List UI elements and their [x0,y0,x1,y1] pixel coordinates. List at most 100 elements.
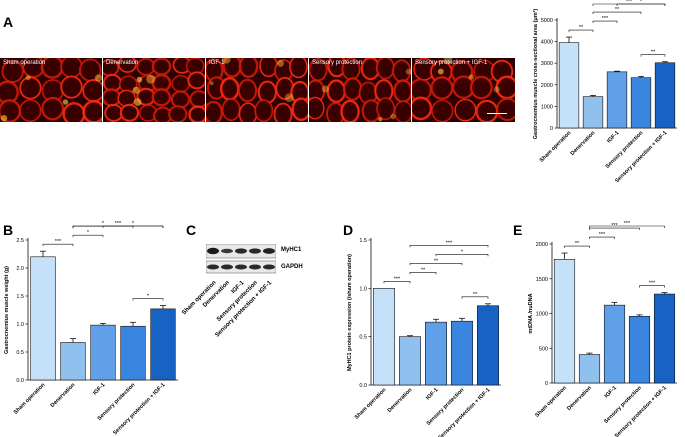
micrograph-denervation: Denervation [103,58,206,122]
muscle-fiber [495,75,515,100]
significance-bracket [589,236,615,240]
significance-label: *** [115,221,122,227]
muscle-fiber [62,102,86,122]
muscle-fiber [469,75,493,100]
fluorescence-spot [146,74,156,84]
y-tick-label: 0.0 [359,383,367,389]
muscle-fiber [340,99,360,122]
significance-bracket [409,263,463,266]
muscle-fiber [60,75,83,99]
western-blot-image [205,243,277,274]
x-category-label: Sensory protection + IGF-1 [614,385,668,437]
muscle-fiber [431,99,454,122]
panel-letter-c: C [186,222,197,238]
significance-bracket [383,281,411,284]
significance-label: *** [394,276,401,282]
panel-letter-a: A [3,14,14,30]
western-blot [205,243,277,276]
bar [578,354,601,384]
muscle-fiber [394,100,411,122]
significance-bracket [640,54,666,57]
bar [60,342,86,381]
panel-letter-d: D [343,222,354,238]
fluorescence-spot [25,75,31,81]
bar [654,62,676,129]
muscle-fiber [189,90,205,109]
y-tick-label: 1.0 [359,286,367,292]
significance-bracket [589,227,640,231]
fluorescence-spot [136,76,143,83]
significance-label: *** [55,239,62,245]
significance-label: * [87,230,90,236]
fluorescence-spot [62,99,69,105]
muscle-fiber [254,99,274,122]
bar [558,42,580,129]
significance-label: * [640,0,643,5]
muscle-fiber [206,100,224,122]
micrograph-igf1-image [206,58,308,122]
y-tick-label: 3000 [541,61,553,67]
bar [399,336,421,386]
muscle-fiber [326,79,347,104]
y-tick-label: 1.5 [359,238,367,244]
muscle-fiber [41,96,65,121]
muscle-fiber [104,103,124,122]
significance-label: * [147,294,150,300]
bar [425,321,447,386]
bar [90,324,116,381]
x-category-label: IGF-1 [606,130,620,144]
muscle-fiber [238,102,258,122]
muscle-fiber [375,58,395,80]
significance-label: *** [626,0,633,5]
fluorescence-spot [276,59,285,67]
bar [628,315,651,384]
fluorescence-spot [321,85,329,93]
muscle-fiber [291,97,308,122]
y-tick-label: 0.5 [16,350,24,356]
bar [582,96,604,129]
significance-bracket [589,225,665,228]
bar [451,320,473,386]
muscle-fiber [475,99,499,122]
muscle-fiber [19,76,42,100]
micrograph-row: Sham operation Denervation IGF-1 Sensory… [0,58,515,122]
muscle-fiber [238,58,259,79]
chart-d-myhc1-expression: 0.0 0.5 1.0 1.5 MyHC1 protein expression (/s… [347,238,501,437]
significance-bracket [72,225,164,228]
significance-label: ** [615,7,620,13]
muscle-fiber [82,79,102,103]
fluorescence-spot [468,74,474,80]
muscle-fiber [171,74,191,93]
y-axis-label: MyHC1 protein expression (/sham operatio… [347,254,353,371]
micrograph-sham: Sham operation [0,58,103,122]
significance-label: * [102,221,105,227]
x-category-label: Denervation [387,387,414,414]
x-category-label: Denervation [566,385,593,412]
muscle-fiber [342,77,363,101]
fluorescence-spot [493,86,500,93]
micrograph-label: Sensory protection [312,60,363,66]
x-category-label: IGF-1 [92,382,106,396]
fluorescence-spot [0,114,8,122]
micrograph-combo: Sensory protection + IGF-1 [412,58,515,122]
muscle-fiber [82,99,102,122]
bar [120,325,146,381]
micrograph-combo-image [412,58,515,122]
panel-letter-b: B [3,222,14,238]
muscle-fiber [117,89,136,108]
fluorescence-spot [132,86,140,94]
x-category-label: Sensory protection + IGF-1 [614,130,668,184]
y-axis-label: Gastrocnemius muscle cross-sectional are… [532,9,539,140]
significance-bracket [72,234,104,238]
muscle-fiber [309,96,325,120]
muscle-fiber [221,98,241,122]
muscle-fiber [119,103,140,122]
significance-bracket [42,243,74,247]
fluorescence-spot [437,68,444,75]
significance-label: ** [575,241,580,247]
y-tick-label: 1000 [536,312,548,318]
x-category-label: Sensory protection + IGF-1 [437,387,491,437]
chart-b-muscle-weight: 0.0 0.5 1.0 1.5 2.0 2.5 Gastrocnemius muscle w… [4,221,178,436]
significance-label: *** [649,281,656,287]
significance-bracket [409,272,437,275]
